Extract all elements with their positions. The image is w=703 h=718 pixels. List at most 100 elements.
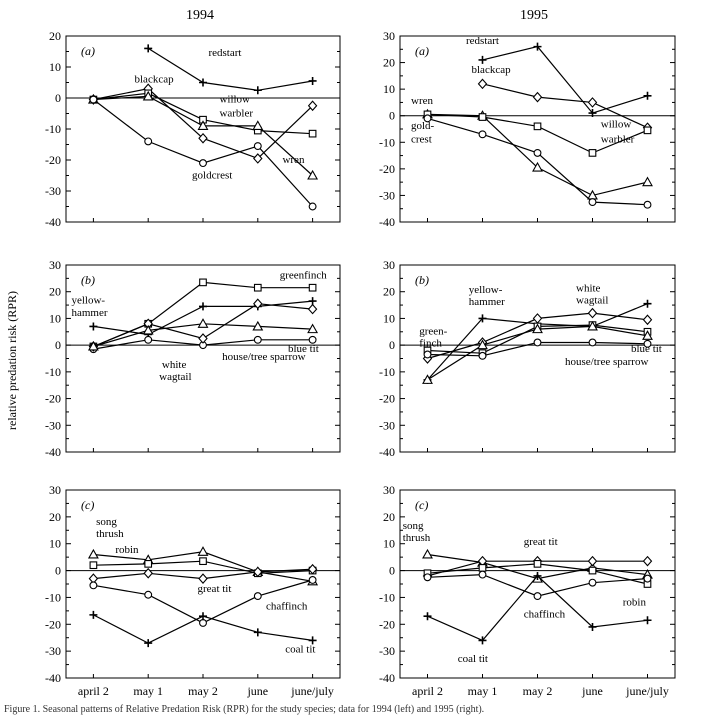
point-yellowhammer-2 xyxy=(199,302,207,311)
annotation-wren: wren xyxy=(411,95,433,107)
y-tick-label: 10 xyxy=(383,537,395,551)
series-line xyxy=(427,325,648,381)
y-tick-label: 30 xyxy=(49,483,61,497)
figure-canvas: 20 10 0 -10 -20 -30 -40 (a) redstart blackcap will… xyxy=(45,29,676,698)
annotation-hammer: hammer xyxy=(469,296,505,308)
annotation-wagtail: wagtail xyxy=(576,295,608,307)
point-coal-tit-2 xyxy=(199,612,207,621)
point-house-tree-sparrow-1 xyxy=(477,339,488,350)
point-coal-tit-0 xyxy=(423,612,432,621)
title-1994: 1994 xyxy=(186,8,214,23)
y-tick-label: -10 xyxy=(45,590,61,604)
series-coal-tit xyxy=(423,571,652,645)
point-redstart-3 xyxy=(253,86,262,95)
point-blue-tit-2 xyxy=(533,338,542,347)
point-yellowhammer-0 xyxy=(89,322,98,331)
series-line xyxy=(147,47,313,91)
series-great-tit xyxy=(88,563,318,584)
point-wren-2 xyxy=(532,161,543,172)
panel-c1995: 30 20 10 0 -10 -20 -30 -40 april 2 may 1 may 2 june… xyxy=(379,483,676,698)
point-chaffinch-0 xyxy=(89,581,98,590)
y-tick-label: 0 xyxy=(55,91,61,105)
point-goldcrest-3 xyxy=(253,142,262,151)
annotation-green: green- xyxy=(419,325,447,337)
x-tick-label-june-july: june/july xyxy=(625,684,669,698)
annotation-chaffinch: chaffinch xyxy=(266,601,308,613)
point-goldcrest-1 xyxy=(478,130,487,139)
y-tick-label: -20 xyxy=(45,617,61,631)
point-chaffinch-3 xyxy=(588,578,597,587)
point-blue-tit-4 xyxy=(308,335,317,344)
point-wren-1 xyxy=(142,90,154,101)
annotation-greenfinch: greenfinch xyxy=(280,269,328,281)
series-blackcap xyxy=(477,78,653,133)
annotation-redstart: redstart xyxy=(208,47,241,59)
point-goldcrest-2 xyxy=(199,159,207,168)
point-great-tit-4 xyxy=(642,555,653,567)
panel-a1995: 30 20 10 0 -10 -20 -30 -40 (a) redstart blackcap wr… xyxy=(379,29,676,229)
point-wren-2 xyxy=(197,120,209,130)
annotation-blue-tit: blue tit xyxy=(631,343,662,355)
panel-b1994: 30 20 10 0 -10 -20 -30 -40 (b) greenfinch yellow-h… xyxy=(45,258,341,459)
point-robin-0 xyxy=(89,561,98,570)
point-goldcrest-3 xyxy=(588,198,597,207)
x-tick-label-june-july: june/july xyxy=(290,684,334,698)
y-tick-label: -40 xyxy=(45,671,61,685)
point-coal-tit-4 xyxy=(308,636,317,645)
point-coal-tit-4 xyxy=(643,616,652,625)
point-robin-3 xyxy=(588,566,597,575)
panel-c1994: 30 20 10 0 -10 -20 -30 -40 april 2 may 1 may 2 june… xyxy=(45,483,341,698)
point-coal-tit-2 xyxy=(533,571,542,580)
point-robin-1 xyxy=(144,560,153,568)
y-tick-label: 30 xyxy=(383,258,395,272)
panel-a1994: 20 10 0 -10 -20 -30 -40 (a) redstart blackcap will… xyxy=(45,29,341,229)
point-greenfinch-3 xyxy=(253,283,262,292)
series-willow-warbler xyxy=(423,110,652,157)
panel-label: (a) xyxy=(415,44,429,58)
y-tick-label: 0 xyxy=(389,564,395,578)
y-tick-label: -10 xyxy=(379,365,395,379)
annotation-robin: robin xyxy=(115,544,139,556)
point-chaffinch-2 xyxy=(199,618,207,627)
point-robin-2 xyxy=(199,557,207,566)
point-coal-tit-1 xyxy=(144,639,153,648)
point-goldcrest-4 xyxy=(643,200,652,209)
annotation-blue-tit: blue tit xyxy=(288,343,319,355)
y-tick-label: 10 xyxy=(383,311,395,325)
annotation-song: song xyxy=(403,520,424,532)
point-willow-warbler-1 xyxy=(478,113,487,121)
y-tick-label: 0 xyxy=(389,109,395,123)
point-redstart-2 xyxy=(199,78,207,87)
point-blue-tit-1 xyxy=(144,335,153,344)
x-tick-label-may-2: may 2 xyxy=(523,684,553,698)
point-chaffinch-4 xyxy=(643,574,652,583)
point-blue-tit-0 xyxy=(423,350,432,359)
y-tick-label: 10 xyxy=(49,60,61,74)
y-tick-label: 30 xyxy=(383,29,395,43)
point-coal-tit-3 xyxy=(253,628,262,637)
point-wren-4 xyxy=(307,169,319,180)
point-song-thrush-0 xyxy=(87,548,99,559)
annotation-house-tree-sparrow: house/tree sparrow xyxy=(222,351,305,363)
point-redstart-4 xyxy=(643,91,652,100)
annotation-coal-tit: coal tit xyxy=(285,643,315,655)
point-goldcrest-4 xyxy=(308,202,317,211)
y-tick-label: 10 xyxy=(383,82,395,96)
point-coal-tit-0 xyxy=(89,610,98,619)
y-tick-label: -30 xyxy=(45,184,61,198)
point-redstart-1 xyxy=(478,55,487,64)
y-tick-label: -20 xyxy=(45,153,61,167)
y-tick-label: -40 xyxy=(45,215,61,229)
x-tick-label-may-2: may 2 xyxy=(188,684,218,698)
y-tick-label: 20 xyxy=(49,510,61,524)
y-tick-label: -30 xyxy=(379,644,395,658)
point-great-tit-2 xyxy=(198,573,208,584)
point-blue-tit-3 xyxy=(588,338,597,347)
y-tick-label: 10 xyxy=(49,311,61,325)
point-blackcap-2 xyxy=(532,91,543,103)
annotation-crest: crest xyxy=(411,133,432,145)
y-tick-label: -10 xyxy=(379,135,395,149)
point-white-wagtail-3 xyxy=(253,298,263,310)
point-house-tree-sparrow-4 xyxy=(642,330,653,340)
point-yellowhammer-1 xyxy=(478,314,487,323)
